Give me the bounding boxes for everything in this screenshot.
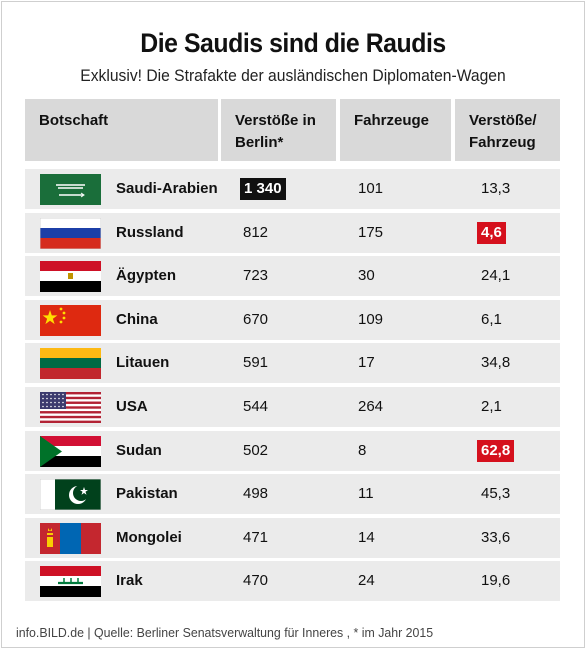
violations-cell: 498	[243, 485, 269, 502]
usa-flag-icon	[40, 392, 101, 423]
saudi-arabia-flag-icon	[40, 174, 101, 205]
vehicles-cell: 17	[358, 354, 375, 371]
vehicles-cell: 14	[358, 529, 375, 546]
violations-cell: 723	[243, 267, 269, 284]
vehicles-cell: 30	[358, 267, 375, 284]
ratio-cell: 4,6	[477, 222, 506, 244]
chart-title: Die Saudis sind die Raudis	[140, 28, 446, 58]
header-verstoesse-label: Verstöße in Berlin*	[235, 110, 316, 154]
table-row: China 670 109 6,1	[25, 300, 560, 340]
violations-cell: 591	[243, 354, 269, 371]
source-footer: info.BILD.de | Quelle: Berliner Senatsve…	[16, 625, 434, 640]
ratio-cell: 24,1	[481, 267, 511, 284]
ratio-cell: 6,1	[481, 311, 502, 328]
header-ratio-label: Verstöße/Fahrzeug	[469, 110, 537, 154]
vehicles-cell: 11	[358, 485, 374, 502]
header-ratio-line2: Fahrzeug	[469, 134, 536, 151]
table-row: Litauen 591 17 34,8	[25, 343, 560, 383]
table-row: Irak 470 24 19,6	[25, 561, 560, 601]
lithuania-flag-icon	[40, 348, 101, 379]
ratio-cell: 33,6	[481, 529, 511, 546]
egypt-flag-icon	[40, 261, 101, 292]
country-cell: Pakistan	[116, 485, 178, 502]
russia-flag-icon	[40, 218, 101, 249]
country-cell: Mongolei	[116, 529, 182, 546]
mongolia-flag-icon	[40, 523, 101, 554]
violations-cell: 670	[243, 311, 269, 328]
header-verstoesse-line1: Verstöße in	[235, 112, 316, 129]
table-row: Mongolei 471 14 33,6	[25, 518, 560, 558]
vehicles-cell: 264	[358, 398, 384, 415]
sudan-flag-icon	[40, 436, 101, 467]
ratio-cell: 13,3	[481, 180, 511, 197]
country-cell: Saudi-Arabien	[116, 180, 218, 197]
country-cell: Irak	[116, 572, 143, 589]
country-cell: Sudan	[116, 442, 162, 459]
ratio-cell: 62,8	[477, 440, 515, 462]
table-row: Ägypten 723 30 24,1	[25, 256, 560, 296]
vehicles-cell: 175	[358, 224, 384, 241]
country-cell: China	[116, 311, 158, 328]
ratio-cell: 2,1	[481, 398, 502, 415]
table-row: Sudan 502 8 62,8	[25, 431, 560, 471]
country-cell: Ägypten	[116, 267, 176, 284]
header-botschaft-label: Botschaft	[39, 112, 109, 129]
country-cell: Litauen	[116, 354, 170, 371]
chart-subtitle: Exklusiv! Die Strafakte der ausländische…	[80, 66, 506, 85]
table-row: USA 544 264 2,1	[25, 387, 560, 427]
vehicles-cell: 8	[358, 442, 367, 459]
header-verstoesse: Verstöße in Berlin*	[221, 99, 336, 161]
country-cell: Russland	[116, 224, 184, 241]
header-botschaft: Botschaft	[25, 99, 218, 161]
violations-cell: 470	[243, 572, 269, 589]
vehicles-cell: 101	[358, 180, 384, 197]
violations-cell: 502	[243, 442, 269, 459]
ratio-cell: 45,3	[481, 485, 511, 502]
iraq-flag-icon	[40, 566, 101, 597]
pakistan-flag-icon	[40, 479, 101, 510]
table-row: Saudi-Arabien 1 340 101 13,3	[25, 169, 560, 209]
violations-cell: 544	[243, 398, 269, 415]
header-fahrzeuge-label: Fahrzeuge	[354, 112, 430, 129]
country-cell: USA	[116, 398, 148, 415]
header-fahrzeuge: Fahrzeuge	[340, 99, 451, 161]
violations-cell: 1 340	[240, 178, 286, 200]
violations-cell: 812	[243, 224, 269, 241]
china-flag-icon	[40, 305, 101, 336]
vehicles-cell: 109	[358, 311, 384, 328]
table-row: Russland 812 175 4,6	[25, 213, 560, 253]
violations-cell: 471	[243, 529, 269, 546]
table-row: Pakistan 498 11 45,3	[25, 474, 560, 514]
header-ratio-line1: Verstöße/	[469, 112, 537, 129]
ratio-cell: 34,8	[481, 354, 511, 371]
header-verstoesse-line2: Berlin*	[235, 134, 284, 151]
ratio-cell: 19,6	[481, 572, 511, 589]
header-ratio: Verstöße/Fahrzeug	[455, 99, 560, 161]
vehicles-cell: 24	[358, 572, 375, 589]
